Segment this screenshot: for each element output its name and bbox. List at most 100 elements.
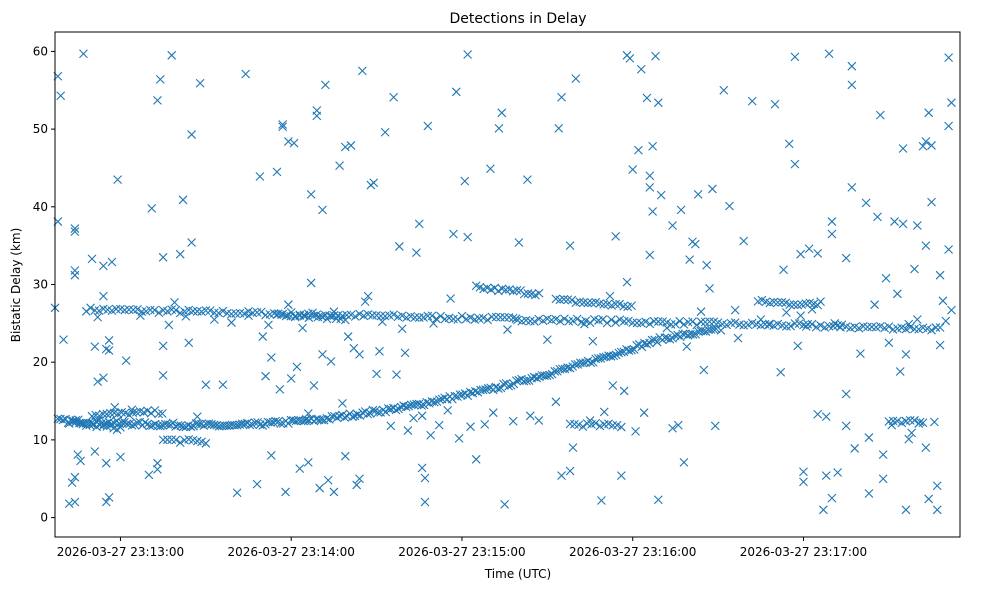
data-point (101, 497, 111, 507)
data-point (551, 314, 561, 324)
data-point (140, 418, 150, 427)
data-point (194, 419, 204, 429)
data-point (306, 278, 316, 288)
y-tick-label: 40 (33, 200, 48, 214)
data-point (244, 311, 253, 320)
data-point (688, 317, 697, 326)
data-point (431, 314, 441, 324)
data-point (841, 389, 851, 399)
data-point (944, 245, 954, 254)
data-point (117, 407, 126, 417)
data-point (918, 141, 928, 151)
data-point (64, 499, 74, 508)
data-point (150, 305, 159, 315)
data-point (534, 372, 544, 382)
data-point (789, 300, 799, 309)
data-point (87, 254, 97, 264)
y-tick-label: 20 (33, 355, 48, 369)
data-point (647, 335, 657, 345)
data-point (568, 443, 578, 453)
data-point (807, 304, 817, 314)
data-point (79, 49, 88, 59)
data-point (605, 291, 615, 301)
data-point (457, 311, 467, 321)
data-point (730, 305, 740, 315)
data-point (508, 416, 518, 426)
data-point (827, 493, 837, 503)
data-point (329, 487, 339, 497)
data-point (107, 257, 117, 267)
data-point (397, 311, 407, 321)
data-point (730, 318, 740, 327)
data-point (75, 418, 84, 428)
data-point (784, 139, 794, 149)
data-point (360, 297, 370, 306)
data-point (266, 418, 275, 427)
data-point (534, 288, 544, 298)
data-point (340, 142, 350, 152)
data-point (819, 505, 828, 515)
data-point (785, 300, 795, 309)
data-point (70, 497, 80, 507)
data-point (611, 299, 621, 309)
data-point (898, 219, 908, 229)
data-point (412, 248, 421, 258)
data-point (578, 422, 588, 431)
data-point (932, 481, 942, 491)
data-point (232, 420, 242, 430)
data-point (315, 483, 325, 493)
data-point (335, 161, 344, 171)
data-point (804, 244, 814, 254)
data-point (887, 420, 897, 430)
data-point (350, 312, 360, 321)
data-point (168, 418, 178, 428)
data-point (435, 395, 444, 404)
data-point (377, 317, 387, 327)
data-point (303, 409, 313, 418)
data-point (455, 390, 465, 400)
data-point (921, 241, 931, 251)
data-point (369, 178, 379, 188)
data-point (272, 167, 282, 177)
data-point (329, 307, 339, 317)
data-point (608, 381, 618, 390)
data-point (67, 478, 77, 488)
data-point (878, 474, 888, 484)
data-point (420, 473, 430, 483)
data-point (400, 348, 410, 358)
y-tick-label: 0 (40, 511, 48, 525)
data-point (628, 165, 638, 174)
data-point (847, 182, 857, 192)
data-point (132, 407, 141, 417)
data-point (184, 338, 194, 348)
data-point (870, 300, 880, 310)
y-tick-label: 10 (33, 433, 48, 447)
data-point (632, 318, 642, 328)
data-point (56, 91, 66, 101)
data-point (705, 317, 714, 326)
data-point (98, 291, 108, 301)
data-point (335, 411, 344, 421)
data-point (660, 333, 670, 343)
data-point (258, 421, 268, 430)
data-point (59, 335, 68, 345)
data-point (460, 176, 470, 186)
data-point (145, 305, 155, 315)
data-point (611, 318, 621, 327)
data-point (873, 212, 882, 222)
data-point (73, 450, 83, 460)
data-point (542, 371, 552, 381)
x-tick-label: 2026-03-27 23:14:00 (227, 545, 354, 559)
data-point (645, 250, 655, 260)
data-point (841, 253, 851, 263)
data-point (708, 184, 717, 194)
data-point (429, 397, 439, 407)
data-point (611, 231, 621, 241)
data-point (301, 416, 310, 425)
data-point (773, 297, 783, 307)
data-point (317, 415, 327, 425)
data-point (227, 318, 236, 327)
data-point (104, 346, 114, 355)
data-point (188, 306, 198, 316)
data-point (70, 270, 80, 280)
